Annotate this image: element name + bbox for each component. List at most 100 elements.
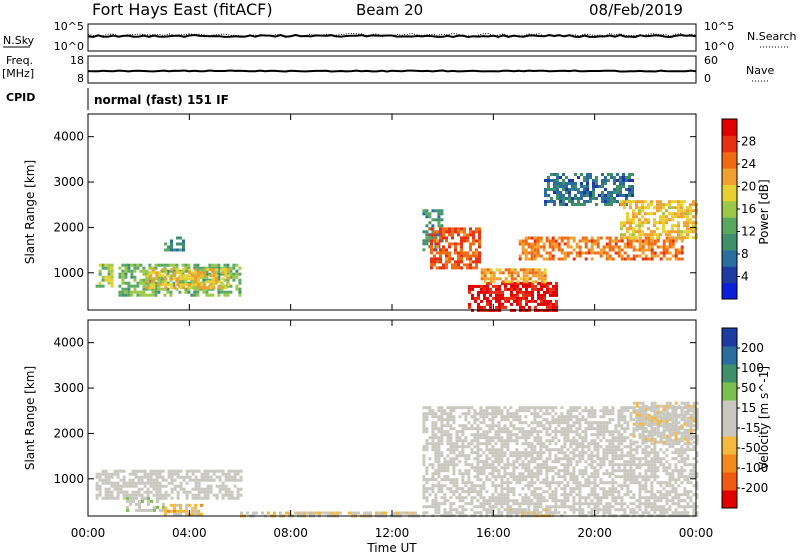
data-cell xyxy=(677,206,680,210)
data-cell xyxy=(470,487,474,491)
data-cell xyxy=(521,436,525,440)
data-cell xyxy=(650,251,654,255)
data-cell xyxy=(530,481,534,485)
data-cell xyxy=(542,248,546,252)
data-cell xyxy=(464,424,468,428)
data-cell xyxy=(626,245,630,249)
data-cell xyxy=(671,496,675,500)
data-cell xyxy=(422,454,426,458)
data-cell xyxy=(644,463,648,467)
data-cell xyxy=(451,233,454,237)
data-cell xyxy=(677,437,681,441)
data-cell xyxy=(482,487,486,491)
data-cell xyxy=(494,469,498,473)
noise-left-tick-top: 10^5 xyxy=(54,20,84,33)
data-cell xyxy=(182,274,186,278)
data-cell xyxy=(551,499,555,503)
data-cell xyxy=(559,200,562,203)
data-cell xyxy=(524,463,528,467)
data-cell xyxy=(468,305,471,309)
data-cell xyxy=(233,496,237,500)
data-cell xyxy=(431,472,435,476)
data-cell xyxy=(626,427,630,431)
data-cell xyxy=(647,502,651,506)
data-cell xyxy=(653,469,657,473)
data-cell xyxy=(692,203,695,207)
data-cell xyxy=(524,454,528,458)
data-cell xyxy=(495,293,498,297)
data-cell xyxy=(641,425,645,429)
data-cell xyxy=(680,431,684,435)
data-cell xyxy=(641,416,645,420)
data-cell xyxy=(455,436,459,440)
data-cell xyxy=(623,257,627,261)
data-cell xyxy=(584,460,588,464)
data-cell xyxy=(145,269,149,273)
data-cell xyxy=(626,487,630,491)
data-cell xyxy=(641,248,645,252)
data-cell xyxy=(635,248,639,252)
data-cell xyxy=(440,496,444,500)
data-cell xyxy=(548,424,552,428)
data-cell xyxy=(584,466,588,470)
data-cell xyxy=(662,221,665,225)
data-cell xyxy=(101,481,105,485)
data-cell xyxy=(224,472,228,476)
data-cell xyxy=(599,236,603,240)
data-cell xyxy=(488,505,492,509)
data-cell xyxy=(578,469,582,473)
data-cell xyxy=(605,421,609,425)
data-cell xyxy=(155,469,159,473)
data-cell xyxy=(533,511,536,515)
data-cell xyxy=(464,496,468,500)
data-cell xyxy=(434,451,438,455)
data-cell xyxy=(442,266,445,270)
data-cell xyxy=(467,427,471,431)
data-cell xyxy=(433,263,436,267)
data-cell xyxy=(449,481,453,485)
data-cell xyxy=(671,212,674,216)
data-cell xyxy=(518,472,522,476)
data-cell xyxy=(584,451,588,455)
data-cell xyxy=(446,439,450,443)
data-cell xyxy=(504,287,507,291)
data-cell xyxy=(503,472,507,476)
data-cell xyxy=(680,481,684,485)
data-cell xyxy=(546,287,549,291)
data-cell xyxy=(557,481,561,485)
data-cell xyxy=(454,260,457,264)
data-cell xyxy=(506,436,510,440)
data-cell xyxy=(686,227,689,231)
data-cell xyxy=(553,185,556,188)
data-cell xyxy=(581,469,585,473)
data-cell xyxy=(519,290,522,294)
data-cell xyxy=(653,445,657,449)
data-cell xyxy=(586,173,589,176)
colorbar-tick-label: -15 xyxy=(741,421,761,435)
data-cell xyxy=(471,284,474,288)
data-cell xyxy=(662,416,666,420)
data-cell xyxy=(524,469,528,473)
data-cell xyxy=(656,428,660,432)
data-cell xyxy=(503,439,507,443)
data-cell xyxy=(515,451,519,455)
data-cell xyxy=(473,451,477,455)
data-cell xyxy=(461,499,465,503)
data-cell xyxy=(650,404,654,408)
data-cell xyxy=(437,460,441,464)
data-cell xyxy=(162,508,165,512)
data-cell xyxy=(458,436,462,440)
data-cell xyxy=(650,457,654,461)
data-cell xyxy=(581,439,585,443)
data-cell xyxy=(466,266,469,270)
data-cell xyxy=(472,233,475,237)
data-cell xyxy=(583,203,586,206)
data-cell xyxy=(158,475,162,479)
data-cell xyxy=(525,277,529,281)
data-cell xyxy=(613,179,616,182)
data-cell xyxy=(626,475,630,479)
data-cell xyxy=(584,472,588,476)
data-cell xyxy=(569,493,573,497)
data-cell xyxy=(566,496,570,500)
data-cell xyxy=(584,409,588,413)
